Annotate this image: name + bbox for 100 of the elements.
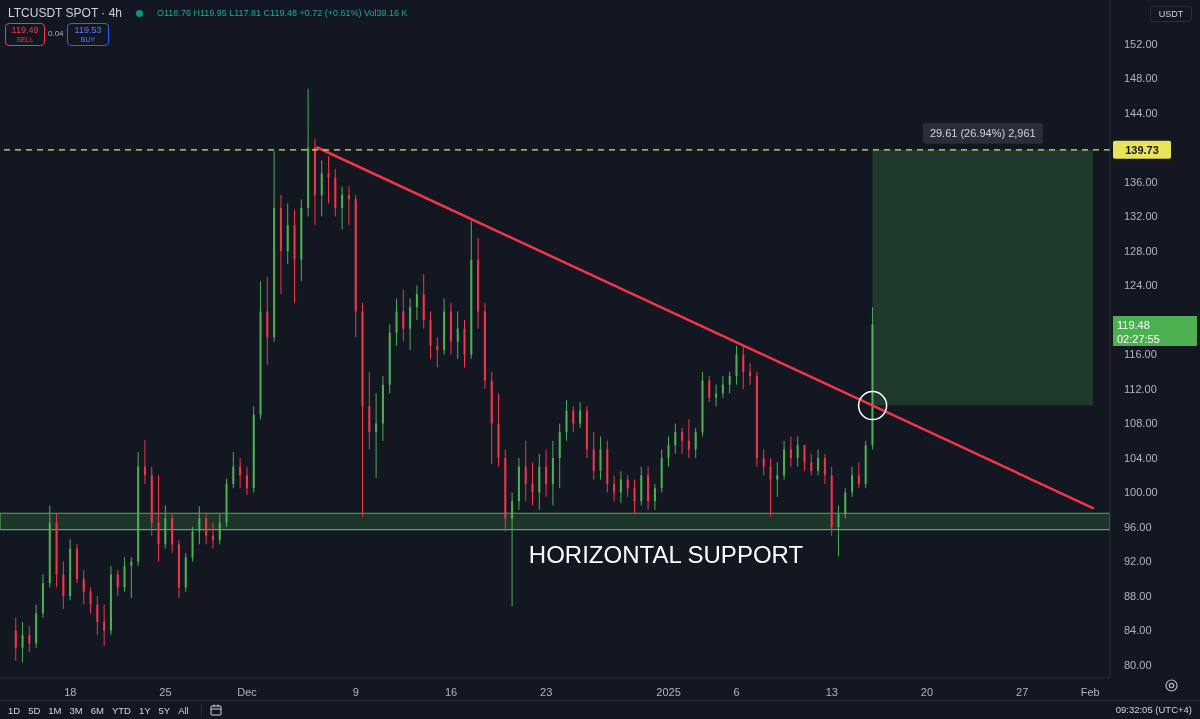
y-tick-label: 132.00: [1124, 210, 1158, 223]
candlestick: [572, 405, 575, 433]
x-tick-label: Dec: [237, 685, 258, 698]
candlestick: [579, 401, 582, 429]
candlestick: [599, 435, 602, 481]
candlestick: [762, 448, 765, 476]
candlestick: [103, 604, 106, 647]
candlestick: [123, 556, 126, 593]
text: YTD: [111, 704, 131, 716]
candlestick: [545, 448, 548, 498]
x-tick-label: 2025: [656, 685, 681, 698]
candlestick: [681, 427, 684, 455]
candlestick: [694, 427, 697, 459]
annotation: 119.53: [73, 25, 103, 35]
candlestick: [796, 435, 799, 468]
candlestick: [653, 483, 656, 511]
y-tick-label: 108.00: [1124, 417, 1158, 430]
x-tick-label: 13: [825, 685, 838, 698]
x-tick-label: 23: [540, 685, 553, 698]
candlestick: [531, 461, 534, 506]
text: O118.76 H119.95 L117.81 C119.48 +0.72 (+0.61%) Vol39.16 K: [157, 8, 408, 18]
candlestick: [218, 513, 221, 545]
candlestick: [708, 375, 711, 403]
candlestick: [198, 505, 201, 545]
candlestick: [592, 431, 595, 481]
candlestick: [82, 569, 85, 606]
x-tick-label: 20: [920, 685, 934, 698]
candlestick: [789, 435, 792, 468]
candlestick: [613, 474, 616, 502]
y-tick-label: 96.00: [1124, 520, 1152, 533]
annotation: 0.04: [48, 29, 64, 38]
band-label: HORIZONTAL SUPPORT: [528, 540, 804, 568]
candlestick: [205, 513, 208, 545]
x-tick-label: 25: [159, 685, 172, 698]
y-tick-label: 88.00: [1124, 589, 1152, 602]
y-tick-label: 148.00: [1124, 72, 1158, 85]
candlestick: [619, 470, 622, 504]
text: 1M: [48, 704, 62, 716]
y-tick-label: 144.00: [1124, 106, 1158, 119]
candlestick: [524, 440, 527, 502]
y-tick-label: 116.00: [1124, 348, 1157, 361]
x-tick-label: Feb: [1080, 685, 1100, 698]
text: 3M: [69, 704, 83, 716]
candlestick: [245, 466, 248, 496]
candlestick: [776, 461, 779, 498]
text: 5Y: [158, 704, 171, 716]
candlestick: [395, 297, 398, 347]
text: 1Y: [138, 704, 151, 716]
y-tick-label: 124.00: [1124, 279, 1158, 292]
candlestick: [402, 289, 405, 343]
candlestick: [810, 453, 813, 476]
candlestick: [735, 345, 738, 386]
candlestick: [715, 384, 718, 407]
text: 5D: [28, 704, 41, 716]
ref-line-label: 139.73: [1125, 143, 1159, 156]
candlestick: [565, 399, 568, 442]
candlestick: [96, 595, 99, 636]
y-tick-label: 80.00: [1124, 658, 1152, 671]
band-label: 29.61 (26.94%) 2,961: [929, 127, 1036, 140]
candlestick: [844, 487, 847, 519]
candlestick: [742, 344, 745, 390]
text: 6M: [90, 704, 104, 716]
y-tick-label: 92.00: [1124, 555, 1152, 568]
y-tick-label: 136.00: [1124, 175, 1158, 188]
y-tick-label: 128.00: [1124, 244, 1158, 257]
candlestick: [456, 310, 459, 360]
candlestick: [14, 617, 17, 662]
candlestick: [341, 185, 344, 230]
candlestick: [232, 451, 235, 489]
y-tick-label: 112.00: [1124, 382, 1157, 395]
candlestick: [823, 453, 826, 485]
text: 1D: [8, 704, 21, 716]
candlestick: [157, 474, 160, 563]
candlestick: [817, 448, 820, 476]
y-tick-label: 84.00: [1124, 624, 1152, 637]
candlestick: [21, 621, 24, 663]
candlestick: [511, 492, 514, 607]
x-tick-label: 6: [733, 685, 740, 698]
candlestick: [415, 285, 418, 321]
candlestick: [116, 569, 119, 597]
price-tag: 119.48 02:27:55: [1113, 315, 1197, 346]
candlestick: [62, 561, 65, 610]
text: 09:32:05 (UTC+4): [1115, 704, 1192, 715]
text: All: [178, 704, 189, 716]
candlestick: [89, 586, 92, 614]
candlestick: [837, 504, 840, 557]
y-tick-label: 104.00: [1124, 451, 1158, 464]
candlestick: [728, 371, 731, 394]
candlestick: [674, 423, 677, 455]
x-tick-label: 16: [444, 685, 458, 698]
annotation: 119.49: [10, 25, 40, 35]
candlestick: [320, 159, 323, 218]
x-tick-label: 18: [64, 685, 77, 698]
candlestick: [803, 444, 806, 472]
y-tick-label: 152.00: [1124, 37, 1158, 50]
candlestick: [769, 457, 772, 518]
currency-field: USDT: [1150, 6, 1192, 22]
candlestick: [667, 435, 670, 468]
candlestick: [409, 297, 412, 351]
x-tick-label: 27: [1016, 685, 1029, 698]
